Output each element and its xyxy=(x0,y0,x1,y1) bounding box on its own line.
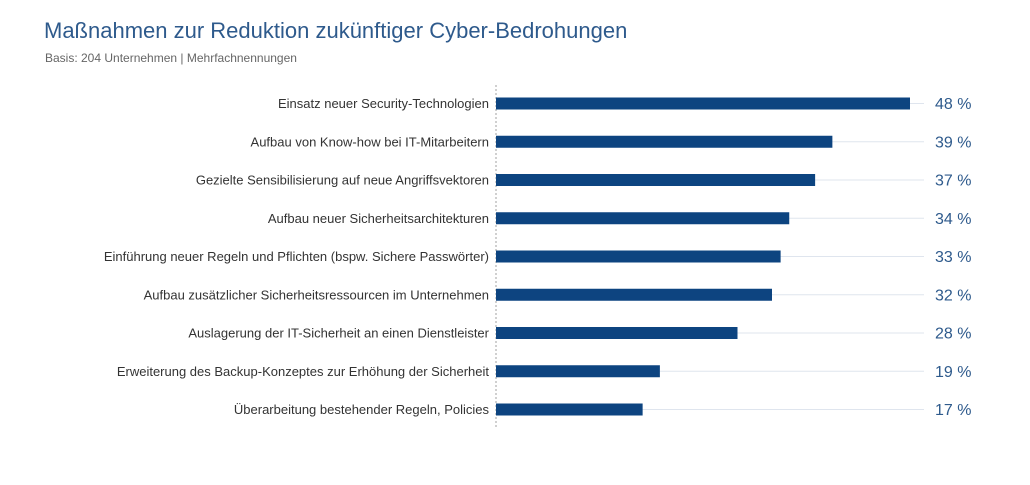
category-label: Einsatz neuer Security-Technologien xyxy=(278,96,489,111)
value-label: 32 % xyxy=(935,287,971,304)
value-label: 48 % xyxy=(935,96,971,113)
category-label: Auslagerung der IT-Sicherheit an einen D… xyxy=(188,326,489,341)
value-label: 33 % xyxy=(935,249,971,266)
bar xyxy=(496,250,781,263)
bar xyxy=(496,365,660,378)
value-label: 34 % xyxy=(935,211,971,228)
chart-subtitle: Basis: 204 Unternehmen | Mehrfachnennung… xyxy=(45,51,297,65)
category-label: Überarbeitung bestehender Regeln, Polici… xyxy=(234,402,490,417)
category-label: Gezielte Sensibilisierung auf neue Angri… xyxy=(196,173,489,188)
category-label: Aufbau neuer Sicherheitsarchitekturen xyxy=(268,211,489,226)
value-label: 37 % xyxy=(935,173,971,190)
value-label: 39 % xyxy=(935,134,971,151)
bar xyxy=(496,212,790,225)
value-label: 28 % xyxy=(935,326,971,343)
bar xyxy=(496,174,816,186)
bar xyxy=(496,403,643,416)
category-label: Aufbau von Know-how bei IT-Mitarbeitern xyxy=(251,134,489,149)
category-label: Einführung neuer Regeln und Pflichten (b… xyxy=(104,249,489,264)
value-label: 17 % xyxy=(935,402,971,419)
bar xyxy=(496,288,772,301)
category-label: Aufbau zusätzlicher Sicherheitsressource… xyxy=(144,287,489,302)
bar xyxy=(496,327,738,339)
bar xyxy=(496,97,910,110)
chart-title: Maßnahmen zur Reduktion zukünftiger Cybe… xyxy=(44,18,628,43)
value-label: 19 % xyxy=(935,364,971,381)
bar xyxy=(496,135,833,148)
category-label: Erweiterung des Backup-Konzeptes zur Erh… xyxy=(117,364,490,379)
